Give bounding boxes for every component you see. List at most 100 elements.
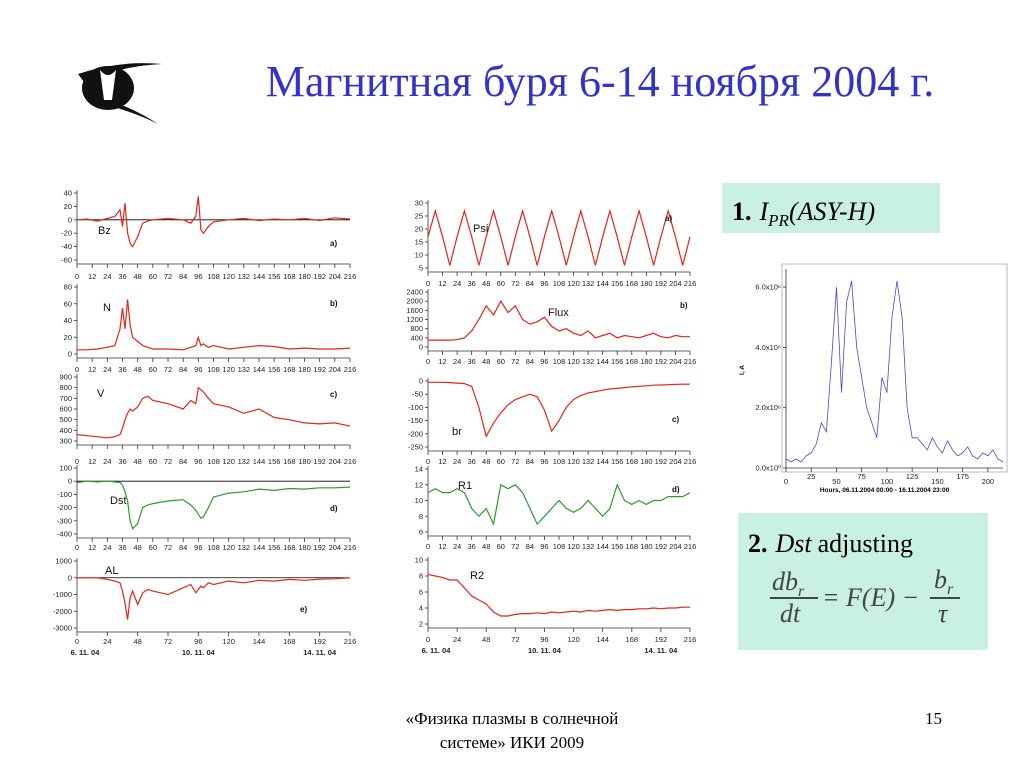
x-tick-label: 25	[807, 472, 815, 481]
panel-letter: e)	[300, 605, 307, 614]
x-axis-label: Hours, 06.11.2004 00:00 - 16.11.2004 23:…	[820, 487, 950, 494]
x-tick-label: 0	[426, 279, 430, 288]
panel-letter: b)	[330, 299, 338, 308]
x-tick-label: 192	[313, 457, 326, 466]
y-tick-label: 20	[64, 333, 72, 342]
x-tick-label: 132	[582, 357, 595, 366]
x-tick-label: 72	[511, 457, 519, 466]
x-tick-label: 48	[133, 272, 141, 281]
x-tick-label: 216	[684, 457, 697, 466]
logo	[78, 63, 162, 124]
x-tick-label: 216	[344, 272, 357, 281]
y-tick-label: 800	[59, 383, 72, 392]
x-tick-label: 72	[164, 637, 172, 646]
x-tick-label: 108	[553, 542, 566, 551]
x-tick-label: 132	[582, 457, 595, 466]
x-tick-label: 48	[482, 542, 490, 551]
y-tick-label: 8	[419, 512, 423, 521]
y-tick-label: 15	[415, 238, 423, 247]
x-tick-label: 192	[655, 635, 668, 644]
x-tick-label: 132	[238, 457, 251, 466]
data-line	[428, 300, 690, 341]
x-tick-label: 24	[103, 637, 111, 646]
x-tick-label: 60	[149, 272, 157, 281]
x-tick-label: 72	[164, 543, 172, 552]
x-tick-label: 168	[626, 635, 639, 644]
x-tick-label: 108	[207, 272, 220, 281]
y-tick-label: 60	[64, 299, 72, 308]
x-tick-label: 192	[655, 357, 668, 366]
x-tick-label: 144	[253, 272, 266, 281]
x-tick-label: 100	[881, 477, 894, 486]
x-tick-label: 96	[194, 272, 202, 281]
y-tick-label: 4.0x10⁶	[755, 343, 781, 352]
x-tick-label: 144	[596, 542, 609, 551]
x-tick-label: 132	[238, 272, 251, 281]
number: 2.	[748, 529, 768, 558]
y-tick-label: 25	[415, 212, 423, 221]
argument: (ASY-H)	[789, 197, 875, 226]
y-tick-label: 2400	[406, 288, 423, 297]
x-tick-label: 84	[179, 365, 187, 374]
x-tick-label: 48	[482, 457, 490, 466]
x-tick-label: 60	[497, 357, 505, 366]
y-tick-label: 10	[415, 251, 423, 260]
x-tick-label: 168	[626, 457, 639, 466]
x-tick-label: 168	[283, 457, 296, 466]
panel-letter: c)	[672, 415, 679, 424]
formula-part: τ	[938, 599, 949, 628]
y-tick-label: 1200	[406, 315, 423, 324]
y-tick-label: 40	[64, 316, 72, 325]
x-tick-label: 180	[640, 457, 653, 466]
panel-label: V	[97, 388, 105, 400]
x-tick-label: 216	[344, 457, 357, 466]
x-tick-label: 156	[611, 357, 624, 366]
date-label: 6. 11. 04	[71, 648, 101, 657]
box-1	[722, 183, 940, 233]
y-tick-label: 20	[415, 225, 423, 234]
x-tick-label: 108	[553, 279, 566, 288]
x-tick-label: 12	[438, 357, 446, 366]
x-tick-label: 48	[482, 279, 490, 288]
formula-part: r	[798, 583, 805, 600]
data-line	[428, 381, 690, 439]
x-tick-label: 48	[482, 357, 490, 366]
y-tick-label: -200	[57, 503, 72, 512]
number: 1.	[732, 197, 752, 226]
x-tick-label: 216	[344, 543, 357, 552]
x-tick-label: 96	[194, 457, 202, 466]
y-tick-label: -60	[61, 256, 72, 265]
y-tick-label: 0	[68, 573, 72, 582]
x-tick-label: 132	[582, 542, 595, 551]
x-tick-label: 12	[438, 457, 446, 466]
y-tick-label: -300	[57, 516, 72, 525]
x-tick-label: 75	[858, 472, 866, 481]
y-tick-label: 30	[415, 199, 423, 208]
date-label: 14. 11. 04	[644, 646, 678, 655]
y-tick-label: 80	[64, 283, 72, 292]
x-tick-label: 84	[526, 279, 534, 288]
x-tick-label: 36	[118, 365, 126, 374]
x-tick-label: 96	[194, 543, 202, 552]
x-tick-label: 0	[75, 272, 79, 281]
data-line	[785, 280, 1004, 463]
x-tick-label: 168	[626, 357, 639, 366]
x-tick-label: 0	[426, 542, 430, 551]
x-tick-label: 50	[832, 477, 840, 486]
x-tick-label: 180	[640, 279, 653, 288]
panel-label: N	[103, 302, 111, 314]
y-tick-label: -200	[408, 429, 423, 438]
y-tick-label: 1600	[406, 306, 423, 315]
x-tick-label: 36	[118, 457, 126, 466]
subscript: PR	[767, 211, 789, 230]
x-tick-label: 72	[511, 542, 519, 551]
x-tick-label: 48	[133, 637, 141, 646]
x-tick-label: 24	[103, 272, 111, 281]
x-tick-label: 12	[88, 365, 96, 374]
x-tick-label: 192	[313, 637, 326, 646]
panel-label: Dst	[110, 495, 127, 507]
x-tick-label: 125	[906, 472, 919, 481]
x-tick-label: 60	[497, 542, 505, 551]
data-line	[77, 299, 351, 351]
